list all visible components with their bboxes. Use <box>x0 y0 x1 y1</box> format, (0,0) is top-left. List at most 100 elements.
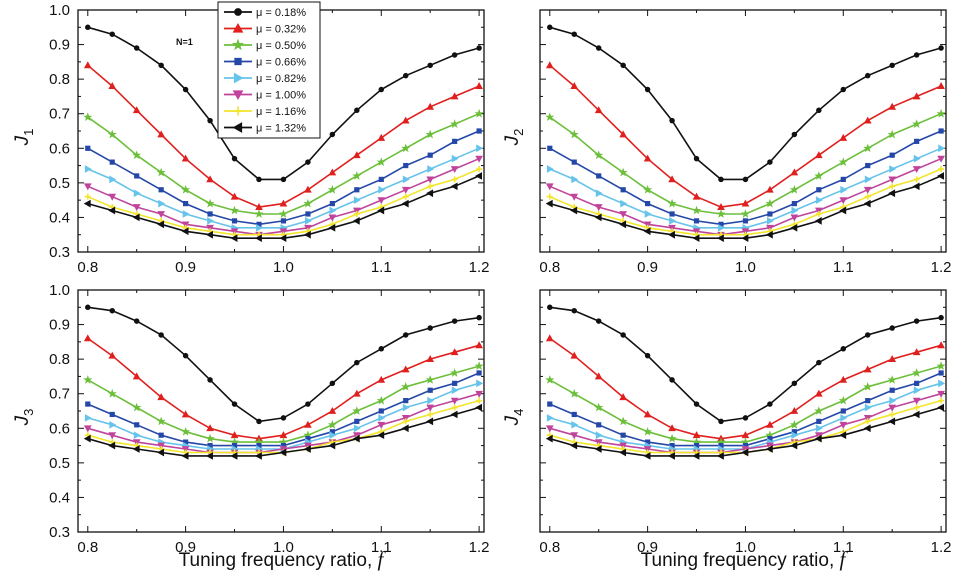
data-point <box>790 223 798 232</box>
data-point <box>545 334 554 342</box>
data-point <box>354 107 360 114</box>
data-point <box>816 359 822 366</box>
data-point <box>766 420 774 428</box>
data-point <box>889 152 895 158</box>
data-point <box>571 175 579 184</box>
data-point <box>814 207 823 215</box>
data-point <box>328 214 337 222</box>
data-point <box>207 211 213 217</box>
data-point <box>668 230 675 239</box>
series-8 <box>545 403 945 460</box>
data-point <box>427 183 434 190</box>
data-point <box>888 176 897 184</box>
data-point <box>181 154 190 162</box>
data-point <box>789 420 799 429</box>
data-point <box>913 176 920 183</box>
legend-label: μ = 1.00% <box>256 90 306 102</box>
data-point <box>691 205 702 215</box>
series-2 <box>545 61 945 210</box>
data-point <box>816 107 822 114</box>
data-point <box>863 116 872 124</box>
y-axis-label-subscript: 1 <box>21 129 36 136</box>
data-point <box>765 198 775 208</box>
data-point <box>280 218 287 224</box>
data-point <box>108 193 117 201</box>
data-point <box>570 82 579 89</box>
data-point <box>256 418 262 425</box>
data-point <box>767 217 774 225</box>
data-point <box>718 223 726 232</box>
data-point <box>376 395 386 405</box>
data-point <box>427 165 435 173</box>
data-point <box>85 24 91 31</box>
data-point <box>791 380 798 387</box>
data-point <box>352 432 361 440</box>
data-point <box>84 165 92 173</box>
data-point <box>182 352 189 359</box>
data-point <box>83 434 91 443</box>
data-point <box>693 218 700 224</box>
data-point <box>85 145 91 151</box>
series-3 <box>83 108 484 218</box>
data-point <box>475 403 483 412</box>
data-point <box>620 62 626 69</box>
series-1 <box>547 304 944 425</box>
data-point <box>157 220 165 229</box>
data-point <box>476 45 482 51</box>
data-point <box>937 172 945 180</box>
y-tick-label: 0.8 <box>49 71 70 88</box>
data-point <box>377 375 386 383</box>
data-point <box>594 372 603 380</box>
y-tick-label: 0.3 <box>49 524 70 541</box>
series-8 <box>83 403 483 460</box>
data-point <box>766 224 774 232</box>
data-point <box>278 209 288 218</box>
data-point <box>669 211 675 217</box>
data-point <box>547 145 553 151</box>
data-point <box>938 166 945 173</box>
data-point <box>352 151 361 159</box>
data-point <box>133 318 140 324</box>
x-tick-label: 1.2 <box>469 259 490 276</box>
data-point <box>305 159 311 165</box>
y-tick-label: 1.0 <box>49 2 70 19</box>
data-point <box>451 154 459 163</box>
series-1 <box>85 24 482 183</box>
data-point <box>914 380 920 386</box>
data-point <box>815 424 823 433</box>
data-point <box>182 210 190 218</box>
legend-marker <box>231 38 245 51</box>
series-2 <box>83 61 483 210</box>
data-point <box>838 395 848 405</box>
data-point <box>352 207 361 215</box>
data-point <box>354 418 360 424</box>
data-point <box>83 425 92 433</box>
data-point <box>889 325 895 331</box>
x-tick-label: 0.9 <box>175 539 196 556</box>
data-point <box>571 420 579 429</box>
data-point <box>450 410 458 419</box>
data-point <box>158 332 164 338</box>
data-point <box>643 184 653 194</box>
data-point <box>863 382 873 391</box>
data-point <box>814 171 824 180</box>
data-point <box>620 332 626 338</box>
data-point <box>108 206 116 215</box>
data-point <box>230 452 238 460</box>
data-point <box>279 448 287 457</box>
data-point <box>741 228 750 236</box>
y-tick-label: 0.7 <box>49 106 70 123</box>
data-point <box>303 198 313 208</box>
data-point <box>401 143 411 153</box>
data-point <box>693 155 700 162</box>
data-point <box>620 432 626 438</box>
data-point <box>132 439 141 447</box>
data-point <box>426 176 435 184</box>
data-point <box>377 206 385 215</box>
data-point <box>378 414 386 422</box>
data-point <box>839 133 848 141</box>
legend-label: μ = 0.50% <box>256 40 306 52</box>
y-tick-label: 0.3 <box>49 244 70 261</box>
data-point <box>937 82 945 89</box>
